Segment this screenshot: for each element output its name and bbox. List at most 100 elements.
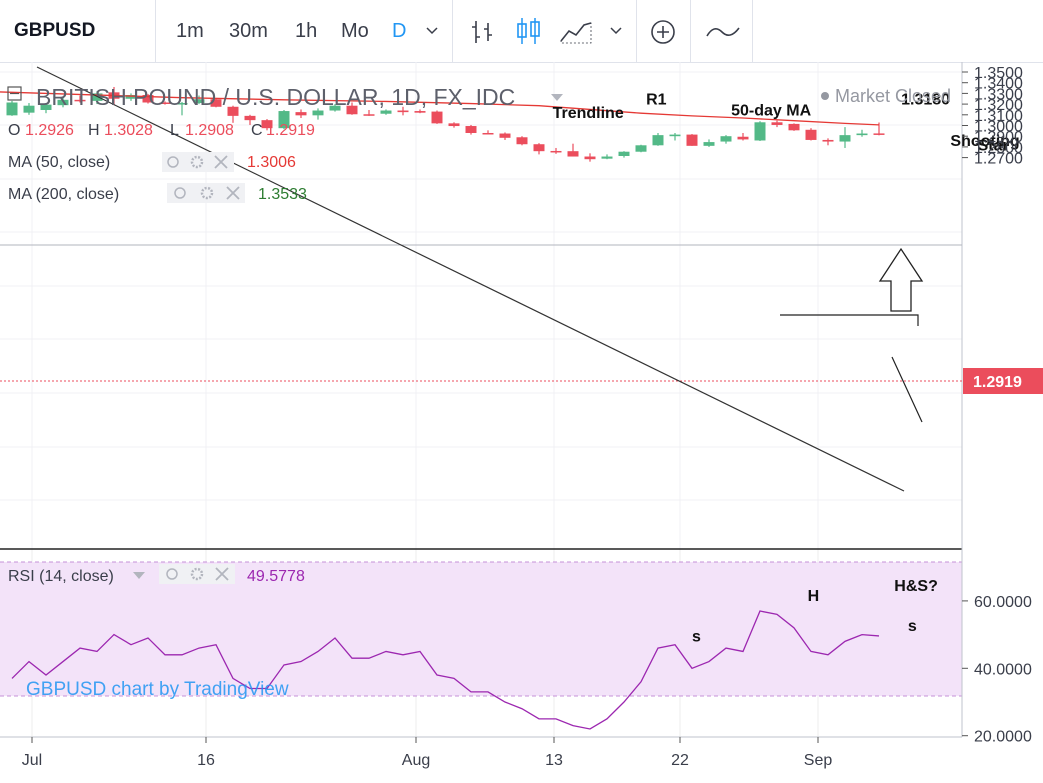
price-tick-label: 1.3300: [974, 86, 1023, 103]
candle: [176, 101, 188, 116]
chart-annotation: Shooting: [950, 133, 1019, 150]
candle: [91, 91, 103, 105]
interval-1h-button[interactable]: 1h: [295, 20, 318, 42]
chevron-down-icon[interactable]: [424, 25, 440, 37]
chart-annotation: 1.3180: [901, 92, 950, 109]
candle: [754, 121, 766, 142]
close-icon: [214, 155, 228, 169]
candle: [431, 110, 443, 124]
rsi-band: [0, 562, 962, 696]
plus-circle-icon[interactable]: [649, 18, 677, 46]
price-tick-label: 1.3200: [974, 97, 1023, 114]
close-icon: [215, 567, 229, 581]
time-tick-label: 16: [197, 752, 215, 769]
neckline-annotation: [780, 314, 919, 326]
rsi-tick-label: 20.0000: [974, 729, 1032, 746]
gear-icon: [200, 186, 214, 200]
candle: [295, 109, 307, 119]
trendline: [36, 66, 905, 492]
chevron-down-icon[interactable]: [551, 94, 563, 101]
chevron-down-icon[interactable]: [608, 25, 624, 37]
candle: [125, 93, 137, 101]
chart-annotation: R1: [646, 92, 667, 109]
rsi-legend-label: RSI (14, close): [8, 568, 114, 585]
symbol-search-button[interactable]: GBPUSD: [14, 20, 96, 41]
ma50-legend-label: MA (50, close): [8, 154, 110, 171]
rsi-annotation: s: [908, 618, 917, 635]
rsi-annotation: H: [808, 588, 820, 605]
candle: [856, 129, 868, 137]
rsi-tick-label: 40.0000: [974, 661, 1032, 678]
candle: [278, 109, 290, 130]
candle: [142, 93, 154, 104]
up-arrow-annotation: [878, 247, 924, 312]
price-tick-label: 1.3100: [974, 108, 1023, 125]
ma50-legend-controls[interactable]: [162, 152, 234, 172]
interval-30m-button[interactable]: 30m: [229, 20, 268, 42]
gear-icon: [190, 155, 204, 169]
price-axis: 1.35001.34001.33001.32001.31001.30001.29…: [962, 65, 1023, 168]
shooting-star-pointer: [891, 356, 923, 423]
rsi-legend-controls[interactable]: [159, 564, 235, 584]
rsi-annotations: s H H&S? s: [692, 578, 938, 646]
candle: [737, 132, 749, 141]
watermark: GBPUSD chart by TradingView: [26, 679, 289, 700]
candle: [193, 95, 205, 105]
rsi-annotation: s: [692, 628, 701, 645]
time-tick-label: Jul: [22, 752, 42, 769]
grid: [0, 62, 962, 737]
candles-icon[interactable]: [514, 15, 544, 47]
candle: [244, 114, 256, 125]
legend: BRITISH POUND / U.S. DOLLAR, 1D, FX_IDC …: [7, 84, 951, 203]
candle: [788, 123, 800, 131]
interval-mo-button[interactable]: Mo: [341, 20, 369, 42]
candle: [550, 147, 562, 154]
ma200-legend-label: MA (200, close): [8, 186, 119, 203]
candle: [363, 109, 375, 116]
eye-icon: [167, 156, 179, 168]
ma200-legend-controls[interactable]: [167, 183, 245, 203]
candle: [380, 109, 392, 115]
candle: [533, 143, 545, 155]
candle: [40, 103, 52, 114]
candles: [6, 86, 885, 162]
status-dot-icon: [821, 92, 829, 100]
candle: [771, 120, 783, 128]
time-axis: Jul 16 Aug 13 22 Sep: [22, 737, 833, 769]
time-tick-label: Aug: [402, 752, 430, 769]
price-tick-label: 1.3000: [974, 119, 1023, 136]
indicator-wave-icon[interactable]: [705, 20, 741, 44]
candle: [652, 132, 664, 146]
interval-1m-button[interactable]: 1m: [176, 20, 204, 42]
rsi-tick-label: 60.0000: [974, 594, 1032, 611]
ma50-line: [0, 91, 880, 126]
bar-style-icon[interactable]: [468, 17, 498, 47]
rsi-legend: RSI (14, close) 49.5778: [8, 564, 305, 585]
candle: [397, 106, 409, 116]
chart-annotation: Star: [978, 137, 1009, 154]
candle: [805, 128, 817, 141]
collapse-icon[interactable]: [7, 86, 22, 101]
last-price-tag: 1.2919: [963, 368, 1043, 394]
candle: [74, 95, 86, 103]
chevron-down-icon[interactable]: [133, 572, 145, 579]
rsi-line: [11, 610, 880, 730]
interval-d-button[interactable]: D: [392, 20, 407, 42]
time-tick-label: 13: [545, 752, 563, 769]
candle: [482, 130, 494, 135]
candle: [414, 109, 426, 114]
ma50-legend-value: 1.3006: [247, 154, 296, 171]
time-tick-label: Sep: [804, 752, 833, 769]
area-icon[interactable]: [559, 17, 593, 45]
candle: [720, 135, 732, 144]
candle: [346, 102, 358, 115]
candle: [822, 138, 834, 146]
price-tick-label: 1.3400: [974, 76, 1023, 93]
gear-icon: [190, 567, 204, 581]
candle: [567, 143, 579, 157]
candle: [312, 108, 324, 120]
price-tick-label: 1.2800: [974, 140, 1023, 157]
candle: [686, 134, 698, 146]
